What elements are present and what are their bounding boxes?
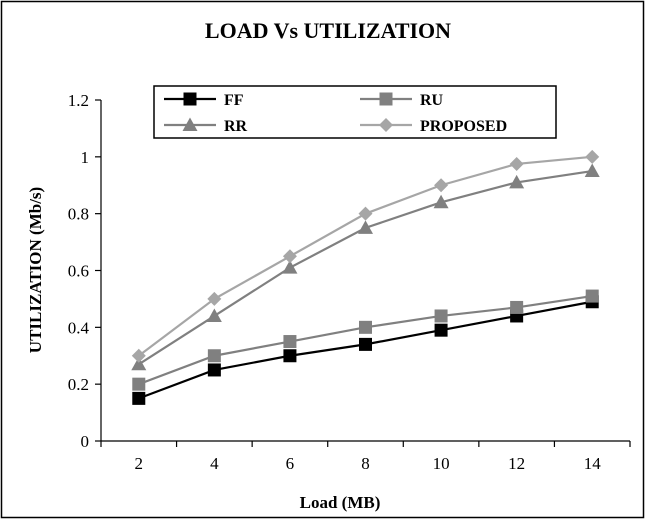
data-point-ff: [132, 391, 146, 405]
y-tick-label: 1: [81, 148, 90, 167]
legend-item-proposed: PROPOSED: [360, 118, 507, 135]
y-tick-label: 0: [81, 432, 90, 451]
legend-label: FF: [224, 92, 244, 109]
x-axis-title: Load (MB): [300, 493, 381, 512]
legend-marker: [379, 118, 393, 132]
series-ru: [132, 289, 599, 391]
data-point-ru: [132, 377, 146, 391]
data-point-proposed: [131, 348, 146, 363]
data-point-rr: [584, 163, 600, 178]
legend: FF RU RR PROPOSED: [153, 85, 557, 139]
series-layer: [131, 149, 600, 405]
data-point-ru: [434, 309, 448, 323]
y-tick-label: 0.8: [68, 205, 89, 224]
legend-label: PROPOSED: [420, 118, 507, 135]
data-point-proposed: [207, 291, 222, 306]
legend-label: RR: [224, 118, 248, 135]
data-point-ru: [207, 349, 221, 363]
data-point-rr: [509, 174, 525, 189]
y-tick-label: 0.4: [68, 318, 90, 337]
data-point-rr: [131, 356, 147, 371]
data-point-rr: [358, 220, 373, 234]
data-point-ru: [510, 300, 524, 314]
x-tick-label: 4: [210, 454, 219, 473]
data-point-ru: [585, 289, 599, 303]
legend-marker: [183, 92, 197, 106]
y-tick-label: 1.2: [68, 91, 89, 110]
y-tick-label: 0.2: [68, 375, 89, 394]
legend-box: [153, 85, 557, 139]
legend-item-rr: RR: [164, 117, 248, 135]
x-tick-label: 6: [286, 454, 295, 473]
data-point-ru: [359, 320, 372, 334]
series-rr: [131, 163, 600, 371]
y-axis-title: UTILIZATION (Mb/s): [26, 187, 45, 353]
data-point-proposed: [509, 156, 524, 171]
x-tick-label: 8: [361, 454, 370, 473]
data-point-ff: [283, 349, 297, 363]
legend-marker: [182, 117, 198, 131]
chart-title: LOAD Vs UTILIZATION: [205, 18, 451, 43]
data-point-rr: [282, 260, 298, 274]
axes: 0 0.2 0.4 0.6 0.8 1 1.2 2 4 6 8 10 12 14: [68, 91, 631, 473]
series-ff: [132, 295, 599, 405]
series-proposed: [131, 149, 600, 363]
legend-item-ff: FF: [164, 92, 244, 109]
data-point-ff: [359, 337, 372, 351]
x-tick-label: 14: [584, 454, 602, 473]
data-point-ru: [283, 335, 297, 349]
data-point-ff: [434, 323, 448, 337]
x-tick-label: 10: [433, 454, 450, 473]
data-point-proposed: [282, 249, 297, 264]
legend-item-ru: RU: [360, 92, 444, 109]
data-point-proposed: [585, 149, 600, 164]
x-tick-label: 12: [508, 454, 525, 473]
data-point-proposed: [358, 206, 373, 221]
legend-marker: [379, 92, 393, 106]
data-point-proposed: [434, 178, 449, 193]
data-point-ff: [207, 363, 221, 377]
data-point-rr: [206, 308, 222, 322]
y-tick-label: 0.6: [68, 262, 89, 281]
x-tick-label: 2: [135, 454, 144, 473]
legend-label: RU: [420, 92, 444, 109]
data-point-rr: [433, 194, 449, 209]
